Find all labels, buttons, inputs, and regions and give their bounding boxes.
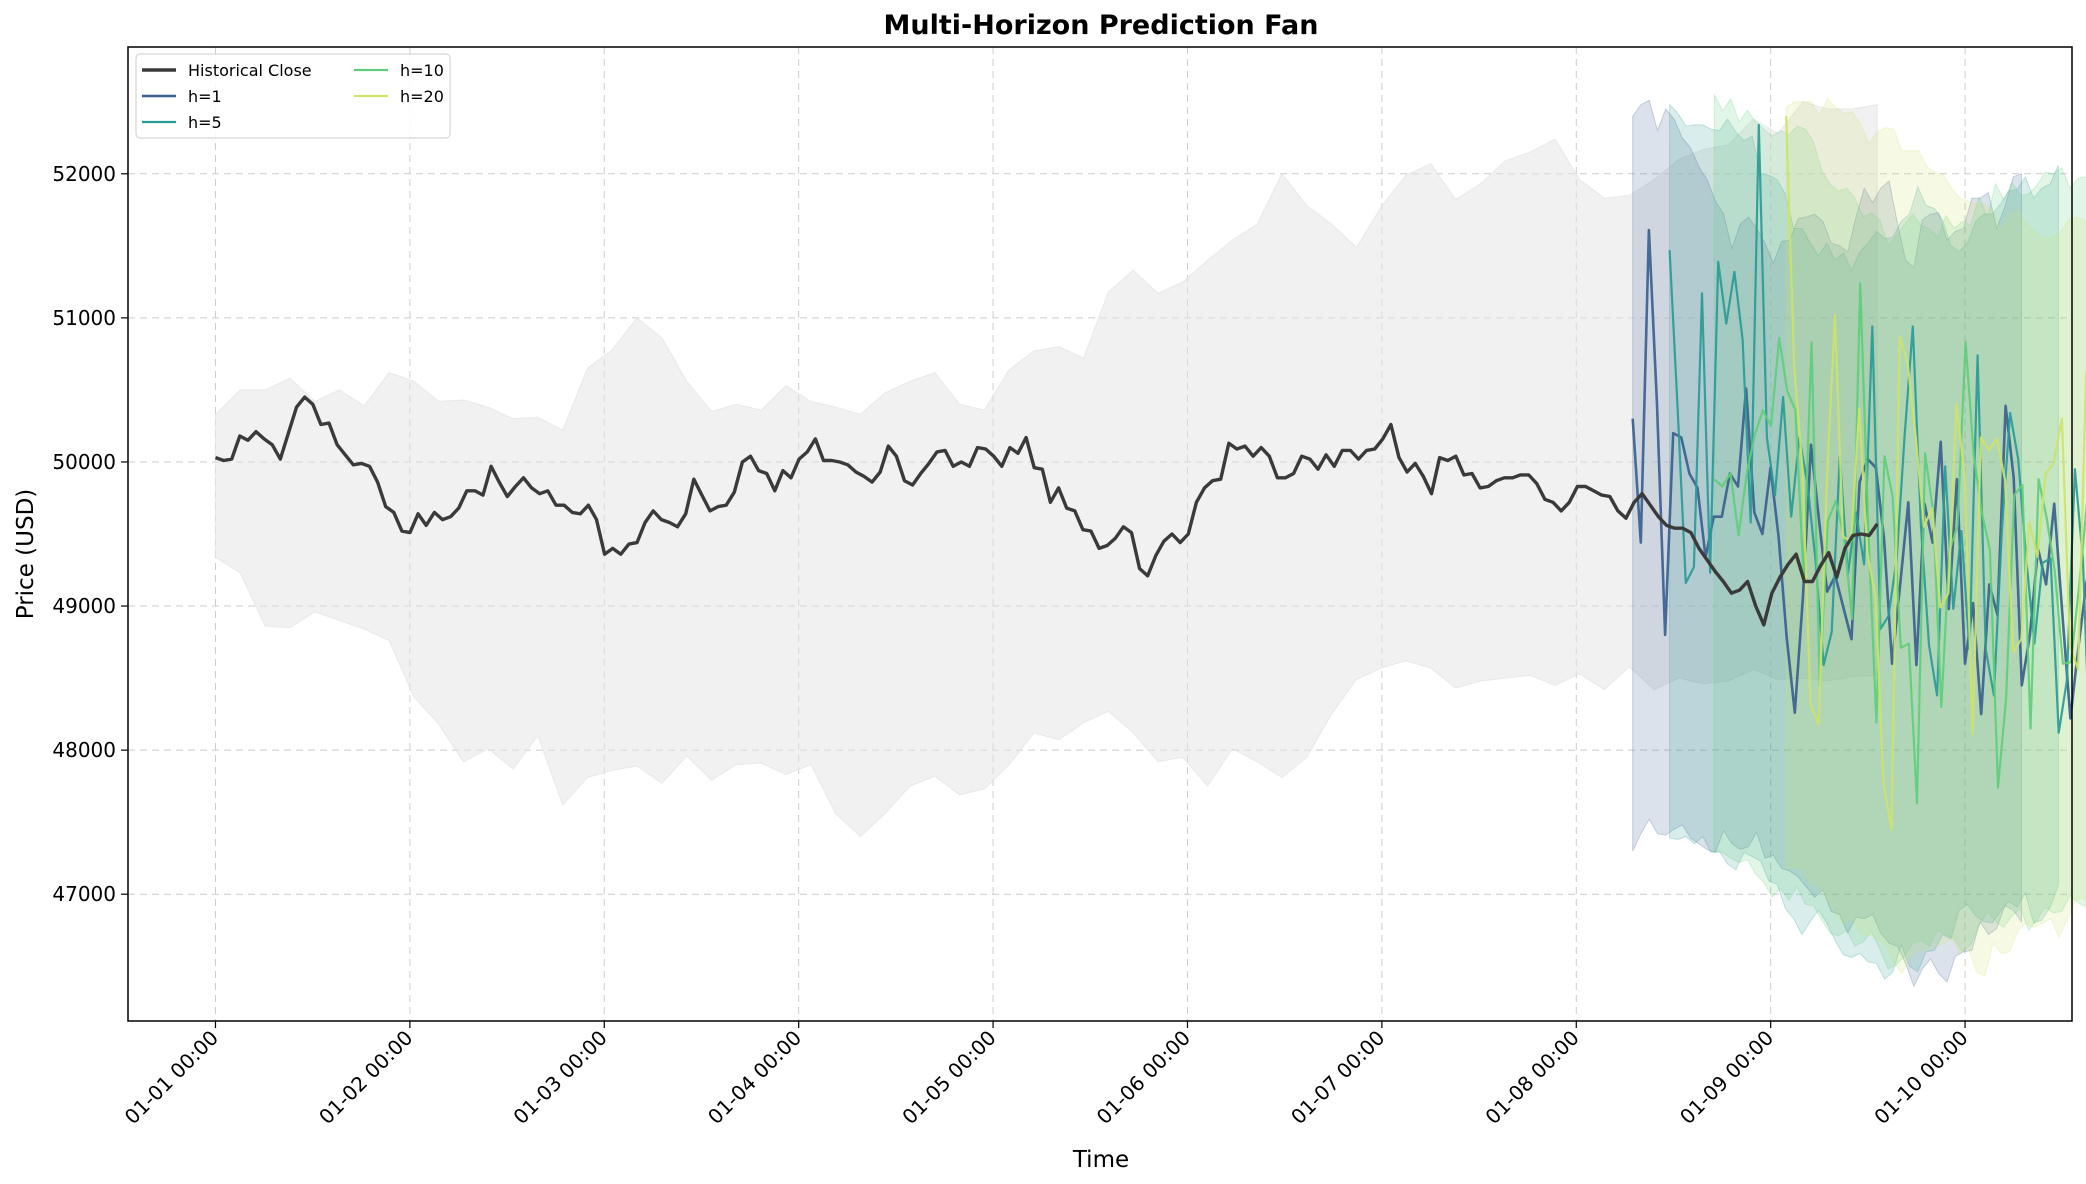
x-axis-label: Time bbox=[1072, 1147, 1129, 1173]
legend-label: h=20 bbox=[400, 87, 444, 106]
plot-area-frame bbox=[127, 46, 2073, 1022]
y-axis-label: Price (USD) bbox=[13, 489, 39, 620]
historical-close-line bbox=[214, 395, 1879, 627]
y-tick-label: 51000 bbox=[52, 306, 116, 330]
y-tick-label: 50000 bbox=[52, 450, 116, 474]
y-axis: 47000 48000 49000 50000 51000 52000 bbox=[52, 162, 128, 906]
chart-title: Multi-Horizon Prediction Fan bbox=[884, 10, 1319, 41]
prediction-band-h10 bbox=[1713, 94, 2086, 970]
y-tick-label: 47000 bbox=[52, 882, 116, 906]
series-lines bbox=[214, 116, 2086, 831]
legend-label: Historical Close bbox=[188, 61, 312, 80]
legend-label: h=1 bbox=[188, 87, 222, 106]
y-tick-label: 52000 bbox=[52, 162, 116, 186]
y-tick-label: 49000 bbox=[52, 594, 116, 618]
series-line-h20 bbox=[1785, 116, 2086, 831]
y-tick-label: 48000 bbox=[52, 738, 116, 762]
legend-box bbox=[135, 53, 451, 139]
legend: Historical Close h=1 h=5 h=10 h=20 bbox=[135, 53, 451, 139]
legend-label: h=10 bbox=[400, 61, 444, 80]
legend-label: h=5 bbox=[188, 113, 222, 132]
